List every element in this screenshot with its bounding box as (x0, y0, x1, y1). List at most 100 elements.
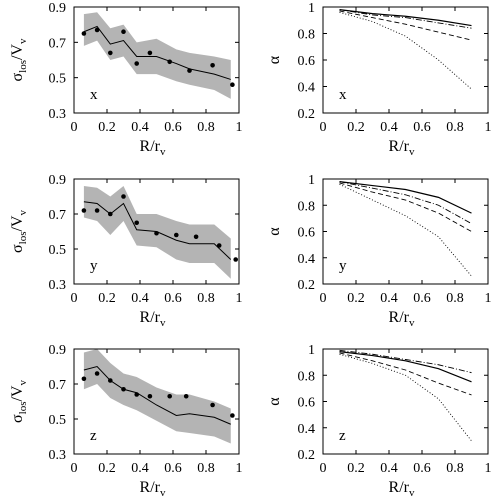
panel-label: x (90, 87, 98, 103)
y-tick-label: 0.4 (298, 252, 316, 267)
x-tick-label: 1 (485, 120, 492, 135)
data-point (108, 50, 113, 56)
y-tick-label: 0.8 (298, 369, 316, 384)
panel-label: z (90, 428, 97, 444)
data-point (94, 371, 100, 376)
y-tick-label: 0.9 (49, 173, 67, 188)
panel-label: z (339, 428, 346, 444)
median-line (83, 201, 232, 260)
scatter-band (83, 12, 231, 99)
y-axis-label: σlos/Vv (9, 38, 29, 81)
data-point (167, 393, 172, 399)
y-tick-label: 0.7 (49, 208, 67, 223)
median-line (83, 25, 231, 80)
data-point (233, 257, 238, 262)
x-tick-label: 0.2 (98, 291, 116, 306)
scatter-band (83, 349, 231, 444)
data-point (134, 61, 139, 66)
y-tick-label: 0.3 (49, 448, 67, 463)
y-tick-label: 0.8 (298, 28, 316, 43)
data-point (108, 211, 113, 217)
x-axis-label: R/rv (389, 138, 415, 158)
series-line-dotted (339, 353, 472, 442)
x-tick-label: 0.6 (413, 461, 431, 476)
plot-frame (73, 348, 240, 455)
series-line-dashed (339, 182, 472, 232)
x-tick-label: 0.8 (197, 120, 215, 135)
y-tick-label: 0.7 (49, 378, 67, 393)
data-point (230, 413, 235, 418)
x-tick-label: 0 (71, 461, 78, 476)
y-tick-label: 0.4 (298, 422, 316, 437)
x-tick-label: 0.6 (164, 461, 182, 476)
y-tick-label: 0.7 (49, 36, 67, 51)
x-tick-label: 0 (320, 461, 327, 476)
y-tick-label: 1 (308, 343, 315, 358)
x-tick-label: 0.2 (98, 461, 116, 476)
data-point (134, 220, 139, 226)
median-line (83, 365, 231, 425)
x-tick-label: 0.4 (131, 461, 149, 476)
data-point (154, 230, 159, 236)
data-point (108, 378, 113, 383)
y-tick-label: 0.2 (298, 107, 316, 122)
y-tick-label: 0.8 (298, 199, 316, 214)
plot-frame (73, 6, 240, 114)
x-tick-label: 0 (71, 120, 78, 135)
plot-frame (73, 178, 240, 285)
data-point (174, 232, 179, 238)
x-tick-label: 0.4 (131, 120, 149, 135)
y-tick-label: 0.5 (49, 243, 67, 258)
series-line-dashdot (339, 349, 472, 374)
series-line-dashed (339, 352, 472, 396)
data-point (193, 234, 199, 240)
data-point (94, 208, 100, 213)
data-point (210, 63, 215, 68)
y-tick-label: 0.6 (298, 396, 316, 411)
data-point (147, 50, 153, 56)
x-axis-label: R/rv (140, 479, 166, 499)
x-tick-label: 0.4 (380, 461, 398, 476)
y-tick-label: 1 (308, 1, 315, 16)
x-tick-label: 0 (71, 291, 78, 306)
x-tick-label: 0.2 (98, 120, 116, 135)
x-tick-label: 1 (236, 461, 243, 476)
x-tick-label: 1 (485, 291, 492, 306)
x-axis-label: R/rv (140, 309, 166, 329)
data-point (121, 386, 126, 392)
x-tick-label: 0.6 (413, 291, 431, 306)
data-point (216, 243, 222, 248)
data-point (183, 393, 189, 399)
x-tick-label: 0.4 (380, 120, 398, 135)
panel-label: y (90, 258, 98, 274)
x-tick-label: 0.6 (413, 120, 431, 135)
data-point (230, 82, 235, 88)
plot-frame (322, 348, 489, 455)
x-tick-label: 0.8 (446, 120, 464, 135)
x-tick-label: 0.8 (197, 291, 215, 306)
y-axis-label: α (266, 397, 283, 406)
y-tick-label: 0.5 (49, 413, 67, 428)
y-axis-label: σlos/Vv (9, 380, 29, 423)
panel-2: 0 0.2 0.4 0.6 0.8 1 0.2 0.4 0.6 0.8 1 x R/rv α (266, 1, 492, 158)
y-tick-label: 0.9 (49, 343, 67, 358)
panel-5: 0 0.2 0.4 0.6 0.8 1 0.3 0.5 0.7 0.9 z R/rv σlos/Vv (9, 343, 243, 499)
x-tick-label: 1 (236, 291, 243, 306)
y-tick-label: 0.4 (298, 81, 316, 96)
x-tick-label: 0.2 (347, 120, 365, 135)
y-tick-label: 1 (308, 173, 315, 188)
x-tick-label: 0 (320, 291, 327, 306)
y-tick-label: 0.3 (49, 107, 67, 122)
plot-frame (322, 6, 489, 114)
data-point (121, 194, 126, 199)
data-point (167, 59, 172, 65)
y-tick-label: 0.6 (298, 54, 316, 69)
data-point (147, 393, 153, 399)
data-point (81, 376, 87, 382)
x-tick-label: 0 (320, 120, 327, 135)
x-tick-label: 0.6 (164, 120, 182, 135)
y-axis-label: σlos/Vv (9, 210, 29, 253)
series-line-dashed (339, 10, 472, 41)
series-line-dashdot (339, 9, 472, 29)
